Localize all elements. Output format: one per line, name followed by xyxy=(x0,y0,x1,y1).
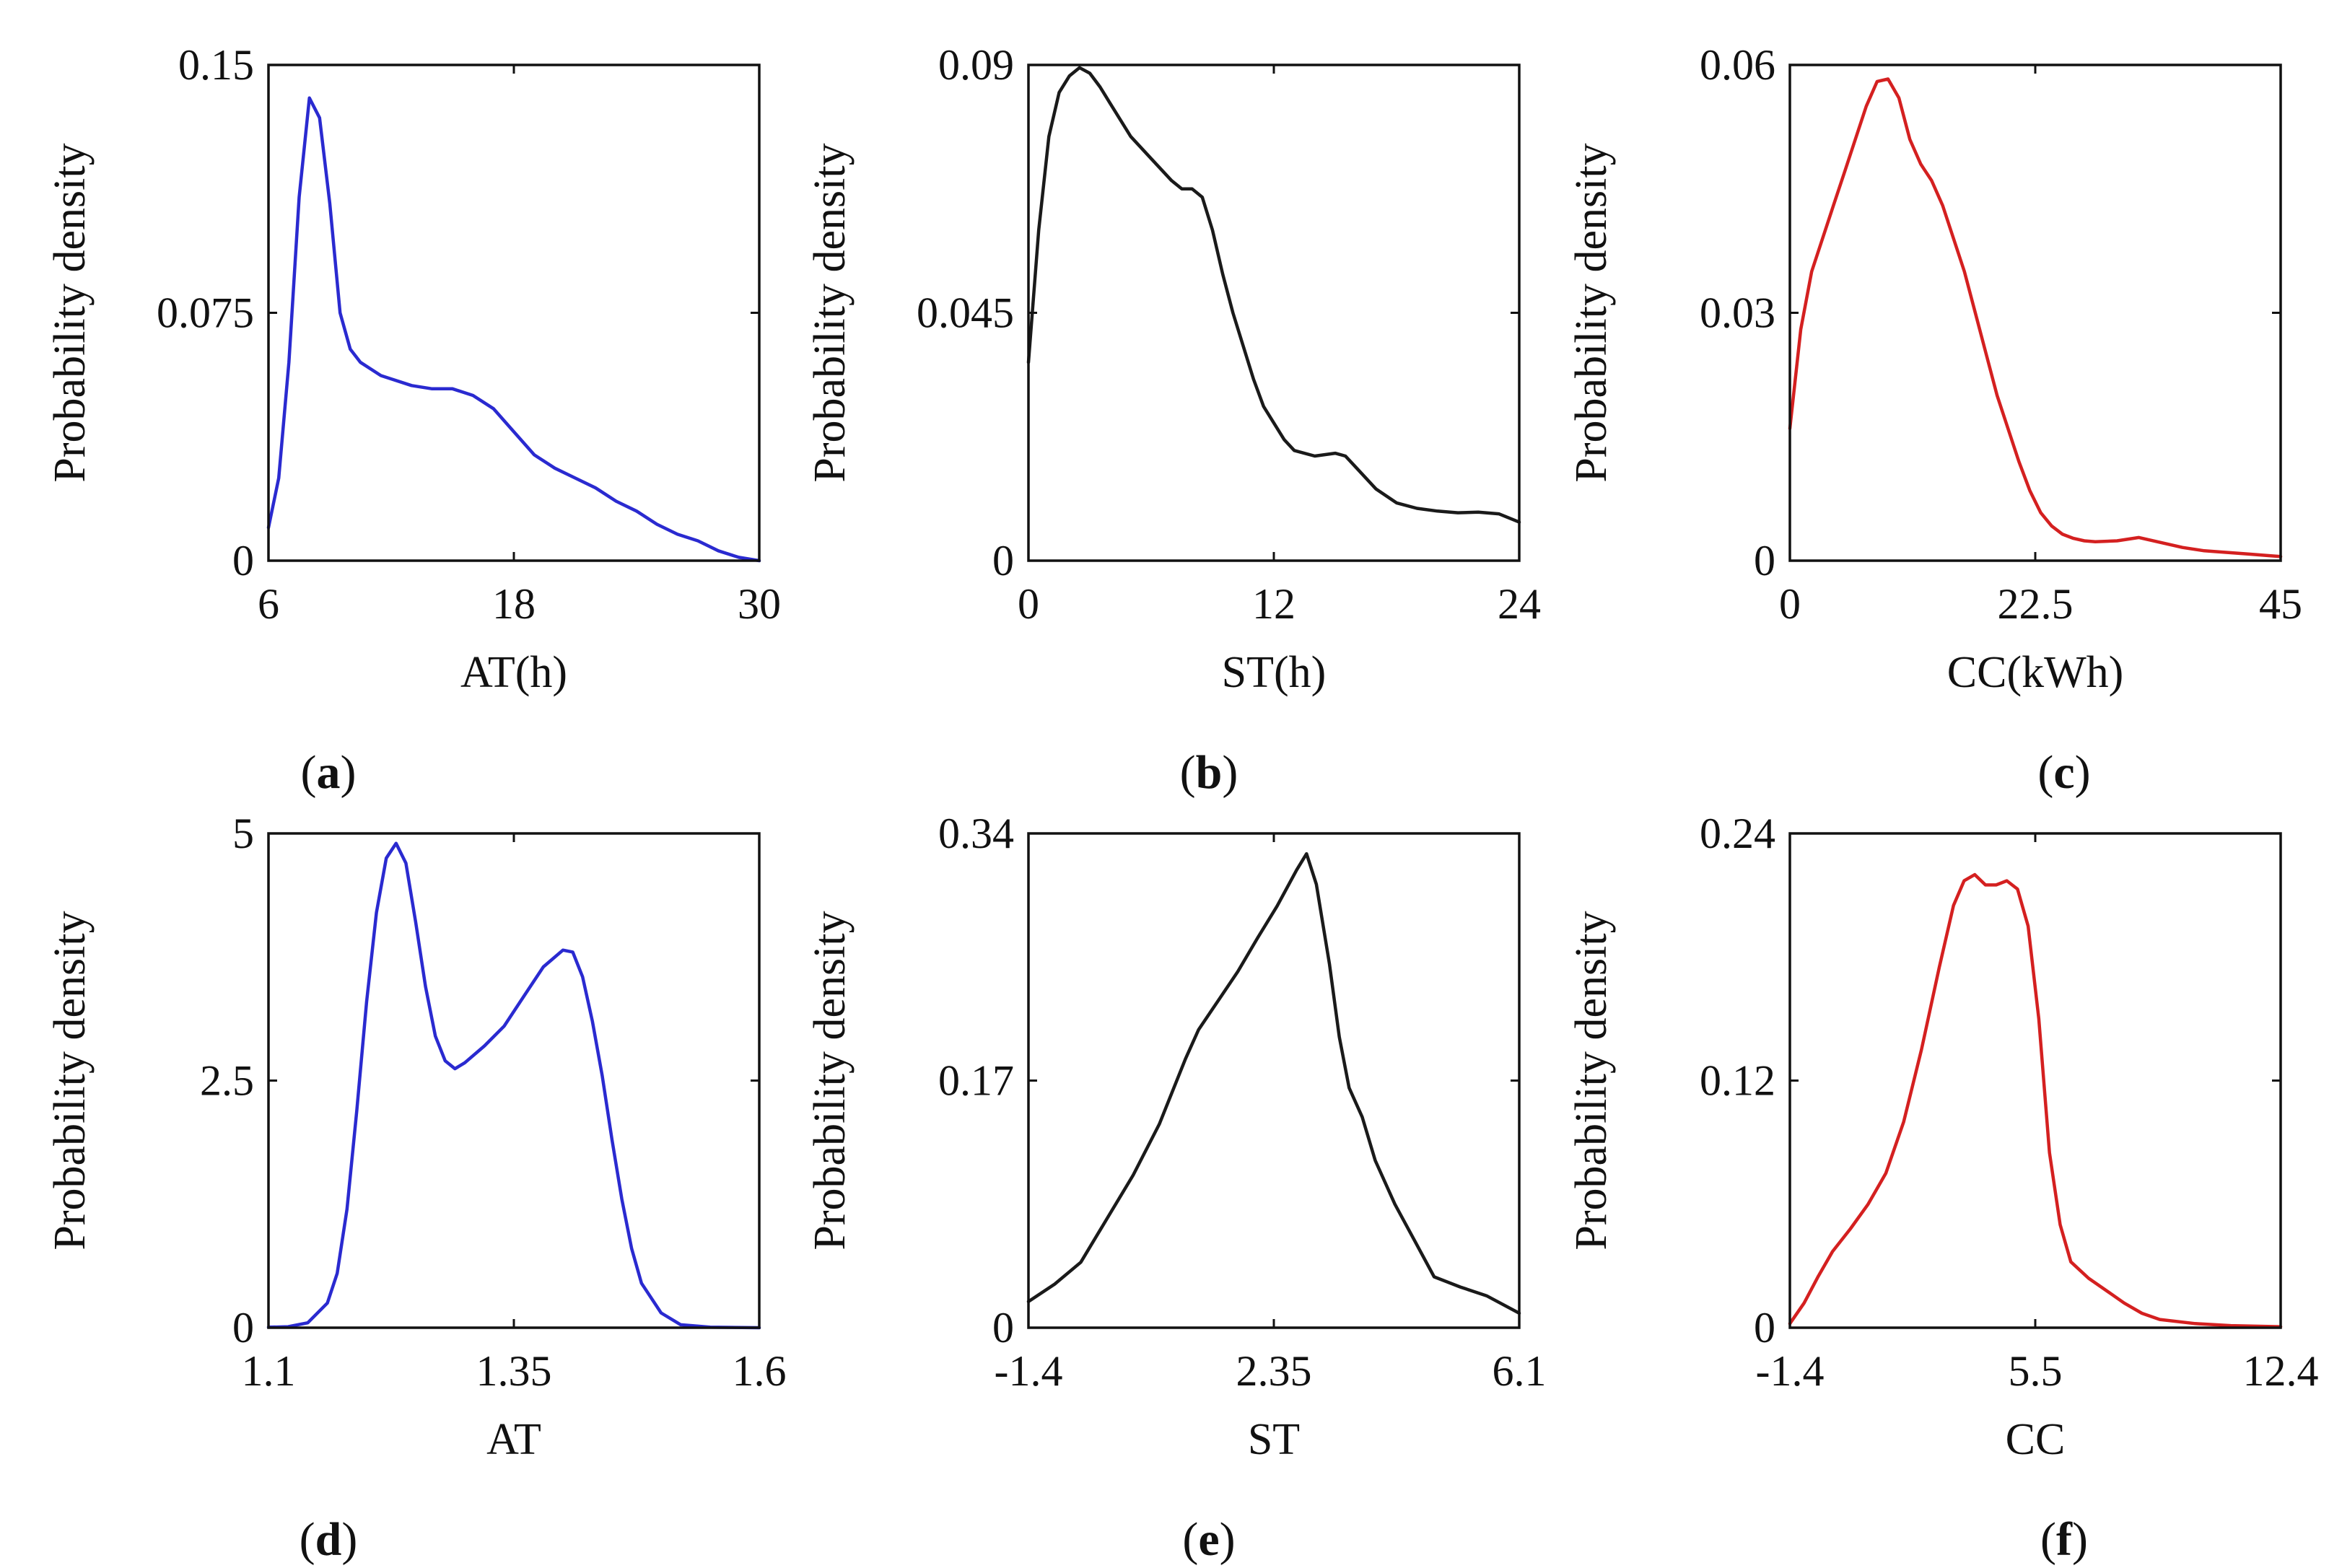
plot-frame-d xyxy=(267,832,761,1329)
x-axis-label: AT xyxy=(486,1415,541,1464)
y-tick-label: 0.34 xyxy=(938,810,1014,857)
x-tick-label: 12.4 xyxy=(2243,1347,2319,1395)
density-curve-b xyxy=(1026,66,1521,524)
x-tick-label: 6 xyxy=(258,580,279,628)
x-tick-label: -1.4 xyxy=(1756,1347,1825,1395)
y-tick-label: 0 xyxy=(232,1304,254,1352)
x-tick-label: -1.4 xyxy=(995,1347,1063,1395)
plot-frame-c xyxy=(1788,63,2282,562)
x-tick-label: 6.1 xyxy=(1493,1347,1547,1395)
x-tick-label: 22.5 xyxy=(1998,580,2074,628)
x-tick-label: 2.35 xyxy=(1236,1347,1312,1395)
plot-frame-f xyxy=(1788,832,2282,1329)
y-axis-label: Probability density xyxy=(1567,143,1616,482)
x-axis-label: ST(h) xyxy=(1222,648,1327,697)
x-tick-label: 12 xyxy=(1252,580,1295,628)
x-tick-label: 1.1 xyxy=(242,1347,296,1395)
y-tick-label: 0.17 xyxy=(938,1057,1014,1105)
density-curve-f xyxy=(1788,872,2283,1328)
y-tick-label: 0.24 xyxy=(1700,810,1775,857)
y-tick-label: 0 xyxy=(992,1304,1014,1352)
y-axis-label: Probability density xyxy=(805,911,855,1250)
y-tick-label: 0.15 xyxy=(178,41,254,89)
panel-label: (d) xyxy=(300,1513,358,1566)
panel-label: (b) xyxy=(1180,746,1238,799)
density-curve-c xyxy=(1788,77,2283,559)
panel-e: -1.4 2.35 6.1 0 0.17 0.34 ST Probability densit… xyxy=(805,810,1547,1566)
panel-label: (c) xyxy=(2037,746,2090,799)
panel-d: 1.1 1.35 1.6 0 2.5 5 AT Probability density (d) xyxy=(45,810,787,1566)
y-tick-label: 0 xyxy=(1754,537,1775,584)
panel-label: (f) xyxy=(2040,1513,2088,1566)
x-tick-label: 18 xyxy=(492,580,536,628)
plot-frame-b xyxy=(1027,63,1521,562)
x-axis-label: CC(kWh) xyxy=(1947,648,2124,697)
panel-label: (e) xyxy=(1182,1513,1235,1566)
panel-f: -1.4 5.5 12.4 0 0.12 0.24 CC Probability densit… xyxy=(1567,810,2319,1566)
y-axis-label: Probability density xyxy=(45,911,95,1250)
y-tick-label: 0 xyxy=(1754,1304,1775,1352)
density-curve-d xyxy=(266,841,761,1330)
x-tick-label: 24 xyxy=(1498,580,1541,628)
y-tick-label: 0 xyxy=(992,537,1014,584)
density-curve-e xyxy=(1026,851,1521,1315)
y-tick-label: 0.075 xyxy=(157,289,254,337)
x-tick-label: 5.5 xyxy=(2009,1347,2063,1395)
x-tick-label: 30 xyxy=(738,580,781,628)
y-tick-label: 2.5 xyxy=(200,1057,254,1105)
y-tick-label: 0.12 xyxy=(1700,1057,1775,1105)
x-tick-label: 45 xyxy=(2259,580,2302,628)
plot-frame-a xyxy=(267,63,761,562)
x-axis-label: ST xyxy=(1248,1415,1300,1464)
x-tick-label: 0 xyxy=(1018,580,1039,628)
y-tick-label: 0.03 xyxy=(1700,289,1775,337)
y-tick-label: 0.045 xyxy=(917,289,1014,337)
y-axis-label: Probability density xyxy=(45,143,95,482)
plot-frame-e xyxy=(1027,832,1521,1329)
x-tick-label: 1.6 xyxy=(733,1347,787,1395)
panel-c: 0 22.5 45 0 0.03 0.06 CC(kWh) Probability densi… xyxy=(1567,41,2302,799)
y-tick-label: 0.06 xyxy=(1700,41,1775,89)
x-tick-label: 0 xyxy=(1779,580,1801,628)
y-tick-label: 0.09 xyxy=(938,41,1014,89)
panel-a: 6 18 30 0 0.075 0.15 AT(h) Probability density (… xyxy=(45,41,781,799)
x-tick-label: 1.35 xyxy=(476,1347,552,1395)
y-tick-label: 0 xyxy=(232,537,254,584)
y-axis-label: Probability density xyxy=(1567,911,1616,1250)
density-curve-a xyxy=(266,96,761,563)
x-axis-label: CC xyxy=(2006,1415,2066,1464)
y-axis-label: Probability density xyxy=(805,143,855,482)
panel-b: 0 12 24 0 0.045 0.09 ST(h) Probability density (… xyxy=(805,41,1541,799)
panel-label: (a) xyxy=(301,746,357,799)
x-axis-label: AT(h) xyxy=(460,648,567,697)
y-tick-label: 5 xyxy=(232,810,254,857)
